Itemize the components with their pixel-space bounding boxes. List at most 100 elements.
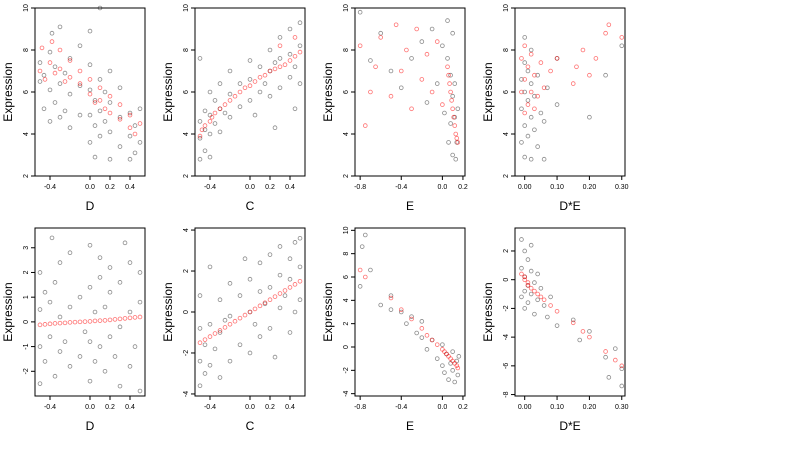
x-tick-label: 0.0 [85,404,95,411]
x-axis-label: D*E [559,199,580,213]
y-tick-label: 8 [343,252,350,256]
point-red [207,334,213,339]
point-red [603,30,608,36]
point-black [37,79,43,84]
point-black [77,83,83,88]
point-black [450,30,455,36]
x-axis-label: D [86,419,95,433]
point-black [368,58,373,63]
y-tick-label: 2 [343,322,350,326]
point-red [541,297,547,303]
point-black [532,280,537,285]
point-black [222,317,228,323]
point-black [606,375,612,380]
point-black [137,140,143,145]
point-red [39,45,45,51]
point-black [122,240,128,246]
point-black [450,368,455,373]
point-black [127,133,133,139]
point-red [267,68,273,74]
x-axis-label: D [86,199,95,213]
point-black [450,152,455,158]
point-black [409,314,414,319]
y-tick-label: 2 [183,269,190,273]
point-red [532,72,537,78]
point-black [378,30,384,36]
point-red [429,89,435,95]
x-tick-label: -0.4 [204,404,216,411]
y-tick-label: 2 [183,174,190,178]
point-black [97,108,103,114]
point-red [450,106,455,112]
point-red [247,309,253,315]
point-red [92,318,98,324]
point-red [451,114,456,120]
y-tick-label: 2 [503,174,510,178]
point-red [222,325,228,330]
y-axis-label: Expression [1,282,15,341]
point-red [272,294,278,299]
point-black [242,256,248,262]
y-tick-label: 8 [343,48,350,52]
point-red [67,75,73,80]
point-black [519,237,524,242]
point-red [202,337,208,342]
point-black [47,49,53,55]
point-red [117,102,123,107]
point-red [519,89,524,95]
panel-row1-col3: -0.8 -0.4 0.0 0.2 2 4 6 8 10 E Expression [321,4,468,213]
point-black [440,342,445,347]
point-black [102,368,108,374]
y-tick-label: 8 [183,48,190,52]
y-tick-label: 10 [503,4,510,12]
point-black [287,26,293,32]
point-black [577,337,583,343]
point-black [525,98,531,103]
point-black [297,20,303,26]
point-red [47,321,53,327]
point-red [424,333,430,338]
point-red [453,131,459,137]
point-black [207,321,213,327]
point-red [57,66,63,72]
point-black [197,135,203,141]
point-black [257,260,263,266]
point-black [262,81,268,86]
point-black [92,154,98,160]
point-red [277,291,283,296]
point-black [455,106,461,112]
point-red [522,43,528,49]
point-black [227,281,233,286]
point-red [237,315,243,321]
x-tick-label: 0.0 [85,184,95,191]
point-black [532,93,537,99]
point-black [67,250,73,256]
point-black [117,280,123,285]
point-black [97,5,103,11]
point-black [247,98,253,103]
point-black [362,232,368,238]
point-black [247,58,253,63]
point-black [197,119,203,124]
point-black [202,342,208,348]
point-black [519,106,524,112]
point-black [217,129,223,135]
point-red [107,93,113,99]
x-tick-label: -0.8 [354,404,366,411]
point-red [67,320,73,325]
x-axis-label: C [246,199,255,213]
point-red [522,274,528,280]
point-black [277,35,283,40]
point-black [455,372,461,378]
point-red [447,81,452,86]
point-black [47,299,53,305]
point-black [419,39,425,44]
point-red [212,331,218,336]
point-black [67,364,73,369]
panel-row1-col2: -0.4 0.0 0.2 0.4 2 4 6 8 10 C Expression [161,4,306,213]
point-black [37,381,43,386]
point-red [373,64,378,70]
point-red [378,35,384,40]
point-black [287,75,293,80]
point-red [112,317,118,322]
